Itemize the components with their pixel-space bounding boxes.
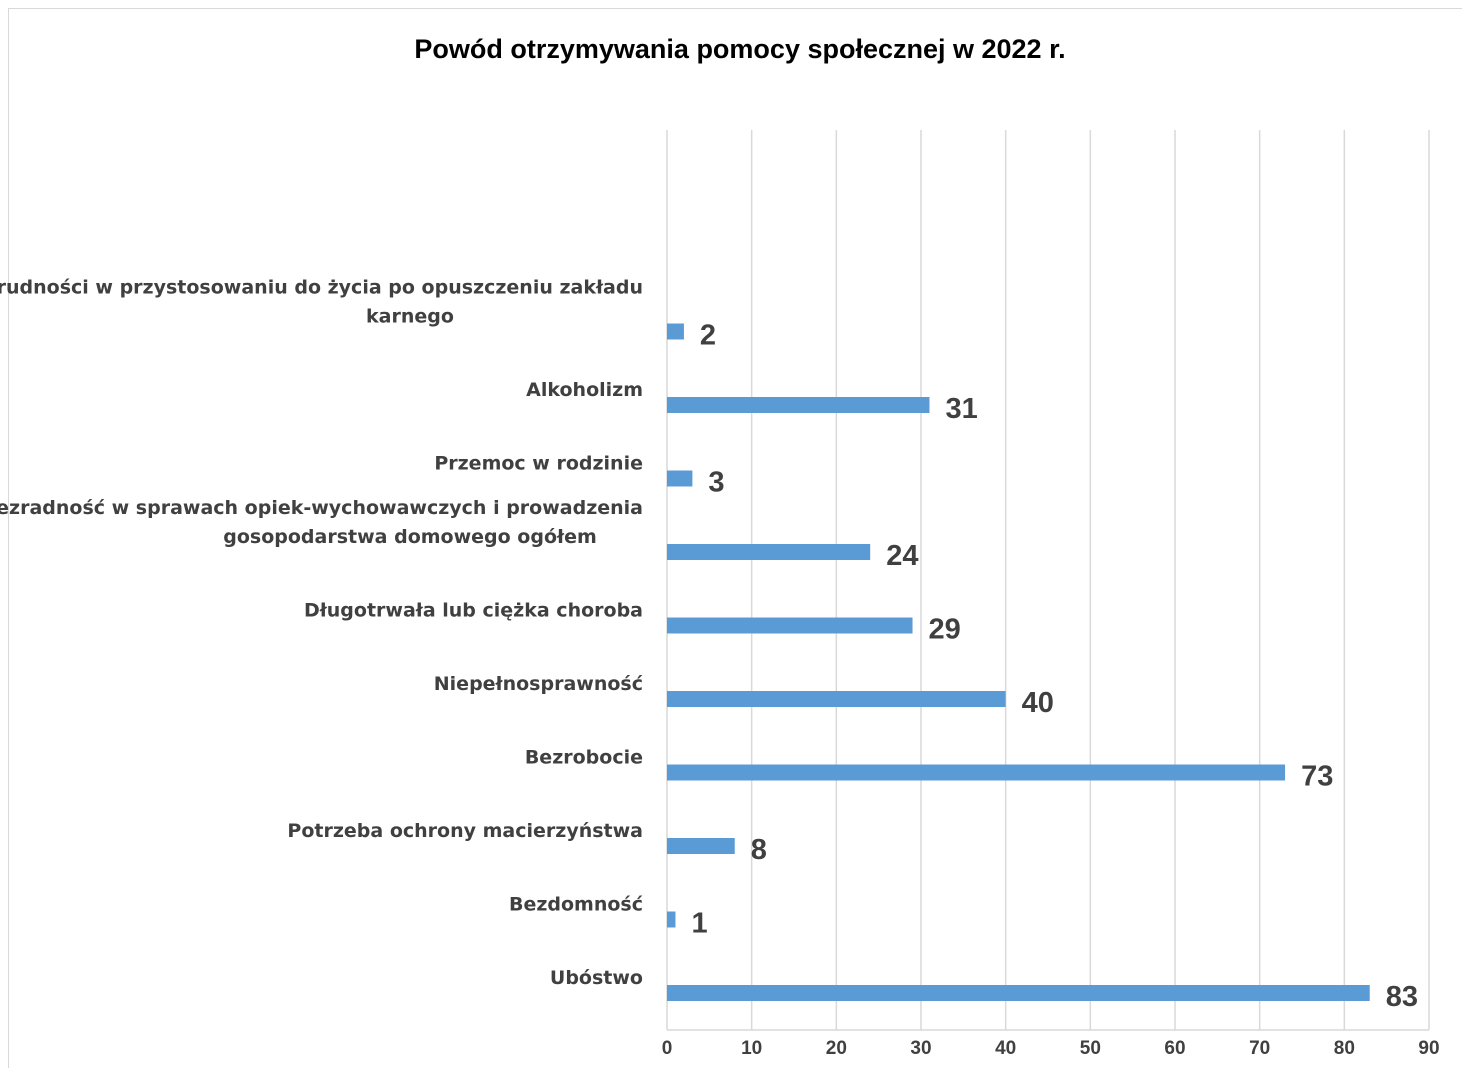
category-label: Niepełnosprawność: [434, 673, 643, 695]
category-label: karnego: [366, 306, 454, 328]
data-label: 8: [751, 834, 767, 866]
category-label: Ubóstwo: [550, 967, 643, 989]
bars: [667, 323, 1370, 1001]
x-tick-label: 20: [826, 1038, 847, 1059]
category-label: Potrzeba ochrony macierzyństwa: [287, 820, 643, 842]
bar: [667, 617, 913, 634]
category-label: Alkoholizm: [526, 379, 643, 401]
data-label: 73: [1301, 761, 1333, 793]
data-label: 40: [1022, 687, 1054, 719]
x-tick-label: 70: [1249, 1038, 1270, 1059]
bar: [667, 911, 676, 928]
x-tick-label: 50: [1080, 1038, 1101, 1059]
bar: [667, 544, 871, 560]
category-label: Długotrwała lub ciężka choroba: [304, 600, 643, 622]
bar: [667, 985, 1370, 1001]
bar: [667, 397, 930, 413]
data-label: 3: [708, 467, 724, 499]
x-tick-label: 30: [910, 1038, 931, 1059]
chart-title: Powód otrzymywania pomocy społecznej w 2…: [414, 34, 1066, 64]
bar: [667, 838, 735, 854]
data-label: 29: [929, 614, 961, 646]
bar: [667, 323, 684, 340]
data-label: 31: [945, 393, 977, 425]
category-label: gosopodarstwa domowego ogółem: [223, 526, 597, 548]
category-labels: Ubóstwo Bezdomność Potrzeba ochrony macier…: [0, 277, 643, 990]
x-tick-label: 0: [662, 1038, 673, 1059]
category-label: Bezradność w sprawach opiek-wychowawczyc…: [0, 497, 643, 519]
category-label: Przemoc w rodzinie: [434, 453, 643, 475]
x-tick-labels: 0 10 20 30 40 50 60 70 80 90: [662, 1038, 1440, 1059]
data-label: 83: [1386, 981, 1418, 1013]
category-label: Bezrobocie: [525, 747, 643, 769]
x-tick-label: 10: [741, 1038, 762, 1059]
bar: [667, 691, 1006, 707]
data-label: 1: [691, 908, 707, 940]
data-labels: 83 1 8 73 40 29 24 3 31 2: [691, 320, 1418, 1014]
bar: [667, 470, 693, 487]
data-label: 24: [886, 540, 918, 572]
chart-frame: [8, 8, 1462, 1068]
category-label: Trudności w przystosowaniu do życia po o…: [0, 277, 643, 299]
bar: [667, 764, 1286, 781]
x-tick-label: 60: [1164, 1038, 1185, 1059]
grid-lines: [666, 130, 1430, 1031]
category-label: Bezdomność: [509, 894, 643, 916]
x-tick-label: 90: [1418, 1038, 1439, 1059]
x-tick-label: 80: [1334, 1038, 1355, 1059]
x-tick-label: 40: [995, 1038, 1016, 1059]
data-label: 2: [700, 320, 716, 352]
